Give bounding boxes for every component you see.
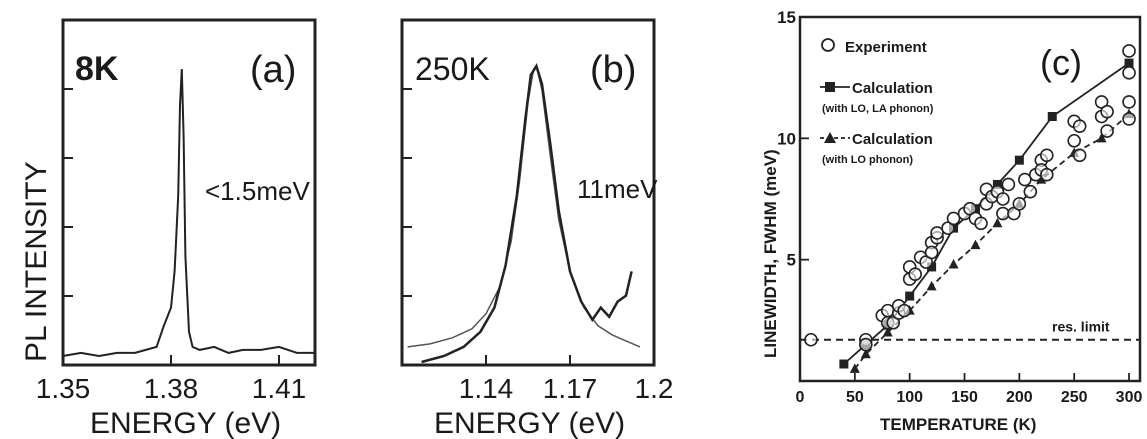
panel-a-xtick-label: 1.41	[252, 373, 307, 404]
experiment-point	[1012, 197, 1027, 211]
experiment-point	[897, 303, 911, 318]
calc-lo-la-point	[1014, 155, 1024, 165]
panel-a-axis-ticks	[62, 88, 280, 365]
panel-b-xtick-label: 1.14	[459, 373, 514, 404]
panel-b-fit-line	[407, 64, 641, 348]
panel-c-xtick-label: 300	[1116, 389, 1143, 406]
experiment-point	[1100, 104, 1114, 119]
experiment-point	[924, 245, 939, 260]
calc-lo-point	[1036, 174, 1047, 184]
calc-lo-point	[860, 348, 871, 359]
experiment-point	[1023, 184, 1038, 199]
panel-b-label: (b)	[590, 49, 636, 91]
experiment-point	[1122, 66, 1136, 80]
calc-lo-la-point	[992, 179, 1002, 189]
experiment-point	[974, 216, 988, 231]
panel-c-xtick-label: 100	[896, 389, 923, 406]
panel-b-axis-ticks	[402, 88, 655, 365]
legend-lo-la-marker	[825, 82, 835, 92]
experiment-point	[859, 337, 873, 352]
experiment-point	[1067, 133, 1081, 148]
experiment-point	[1001, 177, 1016, 192]
legend-lo-sub: (with LO phonon)	[822, 154, 913, 166]
panel-c-label: (c)	[1040, 42, 1082, 83]
panel-b-xlabel: ENERGY (eV)	[434, 407, 625, 439]
calc-lo-la-point	[905, 291, 915, 301]
panel-b-experiment-line	[421, 62, 633, 364]
calc-lo-point	[970, 239, 981, 250]
panel-c-xtick-label: 250	[1061, 389, 1088, 406]
experiment-point	[996, 192, 1010, 206]
panel-a-label: (a)	[250, 49, 296, 91]
panel-c-ytick-label: 15	[777, 8, 796, 27]
panel-c-xtick-label: 150	[951, 389, 978, 406]
panel-a-xtick-label: 1.38	[144, 373, 199, 404]
panel-b-annotation: 11meV	[577, 174, 658, 204]
legend-experiment-marker	[821, 38, 835, 52]
experiment-point	[1122, 112, 1136, 126]
calc-lo-la-point	[927, 262, 937, 272]
calc-lo-point	[882, 326, 893, 337]
panel-c-xtick-label: 50	[846, 389, 864, 406]
calc-lo-la-point	[1124, 58, 1134, 68]
panel-c-legend: Experiment Calculation (with LO, LA phon…	[820, 38, 934, 166]
experiment-point	[1100, 124, 1114, 138]
panel-a-frame	[61, 18, 317, 367]
experiment-point	[1122, 44, 1136, 58]
legend-lo-marker	[824, 132, 836, 143]
panel-c-axis-ticks	[799, 16, 1130, 381]
panel-b-tick-labels: 1.14 1.17 1.2	[459, 373, 674, 404]
calc-lo-point	[948, 259, 959, 269]
panel-c-points	[804, 44, 1136, 373]
panel-c-xlabel: TEMPERATURE (K)	[880, 415, 1036, 434]
panel-a-ylabel: PL INTENSITY	[20, 161, 53, 362]
panel-b-xtick-label: 1.2	[635, 373, 674, 404]
panel-c-ylabel: LINEWIDTH, FWHM (meV)	[761, 149, 780, 358]
experiment-point	[908, 267, 922, 282]
experiment-point	[1072, 119, 1087, 133]
calc-lo-point	[926, 280, 937, 291]
legend-lo-label: Calculation	[852, 131, 933, 148]
res-limit-label: res. limit	[1052, 319, 1110, 335]
calc-lo-point	[992, 217, 1003, 228]
panel-a-temperature-label: 8K	[75, 50, 119, 88]
panel-a-xtick-label: 1.35	[36, 373, 91, 404]
panel-c-linewidth-plot: res. limit (c) Experiment Calculation (w…	[761, 8, 1142, 434]
experiment-point	[930, 226, 944, 240]
panel-a-xlabel: ENERGY (eV)	[90, 407, 281, 439]
panel-c-xtick-label: 200	[1006, 389, 1033, 406]
calc-lo-la-point	[839, 359, 849, 369]
panel-c-xtick-label: 0	[796, 389, 805, 406]
panel-b-xtick-label: 1.17	[543, 373, 598, 404]
panel-a-spectrum: 8K (a) <1.5meV PL INTENSITY 1.35 1.38 1.41…	[20, 18, 317, 439]
calc-lo-point	[849, 363, 860, 373]
experiment-point	[1039, 148, 1054, 163]
panel-a-spectrum-line	[62, 69, 315, 358]
calc-lo-la-point	[1047, 111, 1057, 121]
experiment-point	[804, 332, 818, 347]
experiment-point	[1039, 167, 1054, 182]
legend-experiment-label: Experiment	[845, 39, 927, 56]
experiment-point	[1122, 95, 1136, 109]
legend-lo-la-label: Calculation	[852, 80, 933, 97]
experiment-point	[1072, 148, 1087, 163]
legend-lo-la-sub: (with LO, LA phonon)	[822, 103, 934, 115]
calc-lo-point	[1096, 132, 1107, 143]
panel-b-spectrum: 250K (b) 11meV 1.14 1.17 1.2 ENERGY (eV)	[400, 18, 674, 439]
panel-a-tick-labels: 1.35 1.38 1.41	[36, 373, 307, 404]
experiment-point	[946, 211, 961, 226]
experiment-point	[1018, 172, 1032, 187]
panel-b-frame	[400, 18, 656, 367]
panel-c-tick-labels: 0 50 100 150 200 250 300 5 10 15	[777, 8, 1142, 406]
panel-b-temperature-label: 250K	[415, 51, 490, 87]
panel-c-ytick-label: 5	[787, 251, 796, 270]
panel-c-ytick-label: 10	[777, 129, 796, 148]
panel-a-annotation: <1.5meV	[205, 176, 310, 206]
panel-c-frame	[798, 15, 1142, 383]
